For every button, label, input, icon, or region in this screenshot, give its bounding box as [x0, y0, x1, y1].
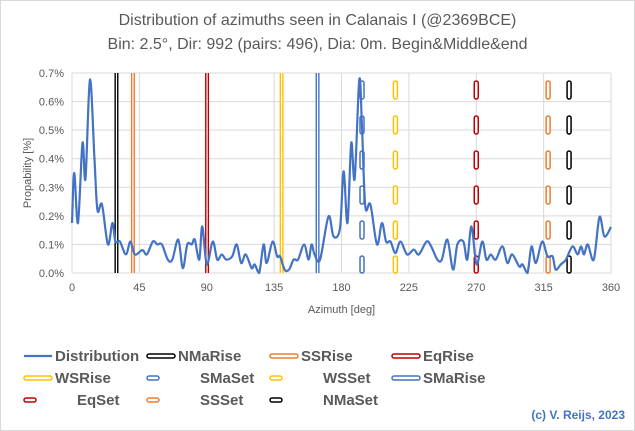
marker-wsset-dash	[392, 80, 399, 100]
marker-wsset-dash	[392, 115, 399, 135]
marker-eqset-dash	[473, 115, 479, 135]
legend-swatch-icon	[23, 397, 37, 403]
y-tick-label: 0.1%	[39, 239, 64, 251]
legend-label: NMaSet	[323, 391, 379, 409]
marker-nmaset-dash	[566, 150, 572, 170]
y-tick-label: 0.6%	[39, 97, 64, 109]
x-tick-label: 135	[265, 282, 283, 294]
marker-wsset	[392, 80, 399, 274]
marker-eqset-dash	[473, 220, 479, 240]
x-tick-label: 315	[534, 282, 552, 294]
legend-item-eqrise: EqRise	[390, 346, 474, 366]
legend-item-ssset: SSSet	[145, 390, 243, 410]
legend-item-smaset: SMaSet	[145, 368, 254, 388]
legend-item-nmaset: NMaSet	[268, 390, 378, 410]
marker-ssset	[545, 80, 551, 274]
marker-smaset-dash	[359, 255, 365, 274]
marker-nmaset-dash	[566, 185, 572, 205]
legend-swatch-icon	[24, 354, 52, 358]
legend-swatch-icon	[391, 375, 421, 381]
marker-wsset-dash	[392, 220, 399, 240]
chart-subtitle: Bin: 2.5°, Dir: 992 (pairs: 496), Dia: 0…	[107, 36, 528, 53]
x-tick-label: 225	[400, 282, 418, 294]
marker-nmaset	[566, 80, 572, 274]
legend-item-ssrise: SSRise	[268, 346, 353, 366]
marker-ssset-dash	[545, 150, 551, 170]
y-tick-label: 0.3%	[39, 182, 64, 194]
legend-label: EqSet	[77, 391, 120, 409]
y-tick-label: 0.4%	[39, 154, 64, 166]
marker-smaset-dash	[359, 220, 365, 240]
legend-item-distribution: Distribution	[22, 346, 139, 366]
y-tick-label: 0.7%	[39, 68, 64, 80]
marker-ssset-dash	[545, 255, 551, 274]
chart-title: Distribution of azimuths seen in Calanai…	[118, 12, 517, 29]
marker-ssset-dash	[545, 220, 551, 240]
marker-eqset-dash	[473, 150, 479, 170]
legend-label: SSRise	[301, 347, 353, 365]
marker-eqset	[473, 80, 479, 274]
legend-swatch-icon	[146, 397, 160, 403]
legend-label: SMaRise	[423, 369, 486, 387]
legend-swatch-icon	[391, 353, 421, 359]
legend-label: SSSet	[200, 391, 244, 409]
legend-swatch-icon	[23, 375, 53, 381]
marker-ssset-dash	[545, 185, 551, 205]
legend-swatch-icon	[269, 375, 283, 381]
legend-swatch-icon	[269, 353, 299, 359]
legend-label: NMaRise	[178, 347, 242, 365]
marker-eqset-dash	[473, 80, 479, 100]
marker-ssset-dash	[545, 115, 551, 135]
legend-label: WSSet	[323, 369, 371, 387]
legend-swatch-icon	[146, 353, 176, 359]
marker-nmaset-dash	[566, 80, 572, 100]
marker-wsset-dash	[392, 150, 399, 170]
legend-item-eqset: EqSet	[22, 390, 120, 410]
x-tick-label: 0	[69, 282, 75, 294]
legend-swatch-icon	[146, 375, 160, 381]
series-distribution-line	[70, 77, 612, 275]
y-axis-label: Propability [%]	[22, 138, 34, 208]
y-tick-label: 0.0%	[39, 268, 64, 280]
x-axis-label: Azimuth [deg]	[308, 304, 375, 316]
legend-item-nmarise: NMaRise	[145, 346, 241, 366]
marker-eqset-dash	[473, 185, 479, 205]
copyright: (c) V. Reijs, 2023	[531, 408, 625, 422]
y-tick-label: 0.2%	[39, 211, 64, 223]
x-tick-label: 360	[602, 282, 620, 294]
legend-label: EqRise	[423, 347, 474, 365]
x-tick-label: 90	[201, 282, 213, 294]
marker-ssset-dash	[545, 80, 551, 100]
marker-wsset-dash	[392, 185, 399, 205]
marker-nmaset-dash	[566, 255, 572, 274]
x-tick-label: 45	[133, 282, 145, 294]
legend-item-smarise: SMaRise	[390, 368, 486, 388]
marker-nmaset-dash	[566, 220, 572, 240]
legend-item-wsset: WSSet	[268, 368, 371, 388]
legend-label: SMaSet	[200, 369, 255, 387]
legend-label: Distribution	[55, 347, 140, 365]
legend-label: WSRise	[55, 369, 111, 387]
marker-nmaset-dash	[566, 115, 572, 135]
x-tick-label: 270	[467, 282, 485, 294]
y-tick-label: 0.5%	[39, 125, 64, 137]
legend-item-wsrise: WSRise	[22, 368, 111, 388]
x-tick-label: 180	[332, 282, 350, 294]
marker-wsset-dash	[392, 255, 399, 274]
legend-swatch-icon	[269, 397, 283, 403]
